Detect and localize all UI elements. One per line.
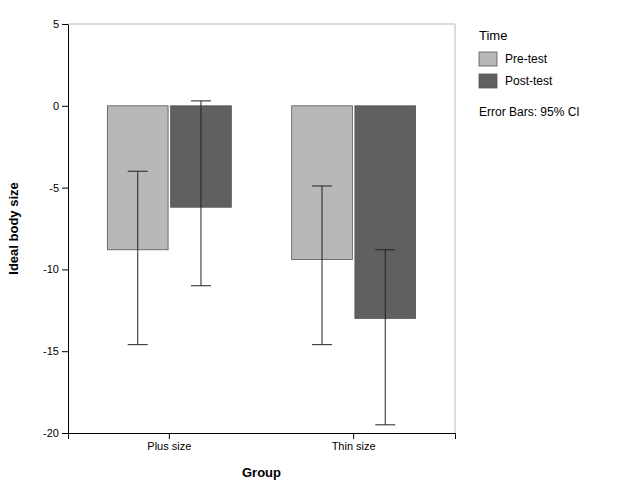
x-tick: Plus size xyxy=(147,433,191,452)
y-tick-label: -10 xyxy=(43,263,59,275)
legend-item: Pre-test xyxy=(479,52,548,66)
y-tick-label: -20 xyxy=(43,427,59,439)
y-tick: -15 xyxy=(43,345,68,357)
y-axis-line xyxy=(62,25,69,434)
series-0 xyxy=(107,106,352,345)
error-cap-upper xyxy=(375,249,395,250)
x-tick-label: Plus size xyxy=(147,440,191,452)
x-axis-title: Group xyxy=(242,465,281,480)
series-1 xyxy=(171,101,416,425)
legend: Time Pre-test Post-test Error Bars: 95% CI xyxy=(479,28,580,119)
y-tick-label: 0 xyxy=(53,100,59,112)
y-tick-label: 5 xyxy=(53,18,59,30)
error-bar xyxy=(137,171,138,344)
error-bar xyxy=(385,250,386,425)
y-tick-mark xyxy=(62,188,68,189)
error-bar xyxy=(322,186,323,345)
legend-swatch xyxy=(479,74,497,88)
frame-right xyxy=(455,24,456,433)
error-cap-upper xyxy=(312,185,332,186)
error-cap-lower xyxy=(128,344,148,345)
frame-top xyxy=(68,24,455,25)
x-tick-mark xyxy=(353,433,354,439)
error-bar xyxy=(200,101,201,286)
y-tick-mark xyxy=(62,433,68,434)
chart-svg: 5 0 -5 -10 -15 -20 Plus size Thin size Group Idea… xyxy=(0,0,620,491)
y-tick: -10 xyxy=(43,263,68,275)
x-axis: Plus size Thin size xyxy=(69,433,456,452)
y-axis-title: Ideal body size xyxy=(6,182,21,274)
legend-label: Pre-test xyxy=(505,52,548,66)
x-axis-line xyxy=(69,434,456,440)
legend-swatch xyxy=(479,52,497,66)
error-cap-lower xyxy=(191,285,211,286)
legend-title: Time xyxy=(479,28,507,43)
error-cap-upper xyxy=(191,100,211,101)
y-tick-mark xyxy=(62,24,68,25)
annotation: Error Bars: 95% CI xyxy=(479,105,580,119)
legend-label: Post-test xyxy=(505,74,553,88)
error-cap-lower xyxy=(375,424,395,425)
y-tick-label: -15 xyxy=(43,345,59,357)
y-tick-label: -5 xyxy=(49,182,59,194)
y-axis: 5 0 -5 -10 -15 -20 xyxy=(43,18,68,439)
marks xyxy=(107,101,415,425)
y-tick-mark xyxy=(62,106,68,107)
error-cap-upper xyxy=(128,171,148,172)
x-tick-label: Thin size xyxy=(332,440,376,452)
y-tick: -5 xyxy=(49,182,68,194)
y-tick-mark xyxy=(62,269,68,270)
y-tick: -20 xyxy=(43,427,68,439)
y-tick: 5 xyxy=(53,18,68,30)
x-tick-mark xyxy=(169,433,170,439)
legend-item: Post-test xyxy=(479,74,553,88)
error-cap-lower xyxy=(312,344,332,345)
y-tick-mark xyxy=(62,351,68,352)
plot-area: 5 0 -5 -10 -15 -20 Plus size Thin size xyxy=(43,18,455,452)
y-tick: 0 xyxy=(53,100,68,112)
x-tick: Thin size xyxy=(332,433,376,452)
